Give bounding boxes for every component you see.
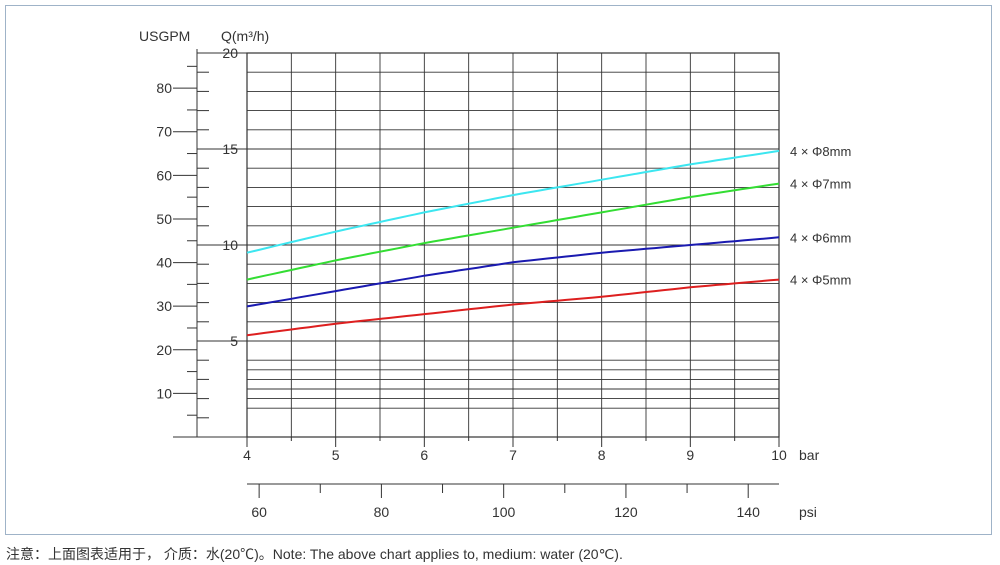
usgpm-tick-label: 80 xyxy=(156,80,172,96)
bar-tick-label: 4 xyxy=(243,447,251,463)
series-line xyxy=(246,236,780,308)
series-line xyxy=(246,278,780,337)
usgpm-tick-label: 50 xyxy=(156,211,172,227)
series-label: 4 × Φ7mm xyxy=(790,177,851,192)
psi-tick-label: 140 xyxy=(737,504,761,520)
psi-tick-label: 60 xyxy=(251,504,267,520)
series-line xyxy=(246,182,780,281)
bar-tick-label: 9 xyxy=(686,447,694,463)
usgpm-axis-title: USGPM xyxy=(139,28,190,44)
series-labels: 4 × Φ8mm 4 × Φ7mm 4 × Φ6mm 4 × Φ5mm xyxy=(790,144,851,288)
psi-tick-label: 100 xyxy=(492,504,516,520)
usgpm-tick-label: 40 xyxy=(156,255,172,271)
series-label: 4 × Φ6mm xyxy=(790,230,851,245)
usgpm-tick-label: 60 xyxy=(156,167,172,183)
q-axis-title: Q(m³/h) xyxy=(221,28,269,44)
bar-tick-label: 5 xyxy=(332,447,340,463)
q-tick-label: 20 xyxy=(222,45,238,61)
bar-axis-title: bar xyxy=(799,447,820,463)
usgpm-tick-label: 10 xyxy=(156,385,172,401)
plot-grid xyxy=(246,52,780,438)
bar-tick-label: 10 xyxy=(771,447,787,463)
footnote: 注意：上面图表适用于， 介质：水(20℃)。Note: The above ch… xyxy=(6,546,623,562)
q-tick-label: 15 xyxy=(222,141,238,157)
bar-tick-label: 7 xyxy=(509,447,517,463)
bar-tick-label: 8 xyxy=(598,447,606,463)
psi-tick-label: 120 xyxy=(614,504,638,520)
usgpm-tick-label: 30 xyxy=(156,298,172,314)
series-lines xyxy=(246,149,780,337)
series-label: 4 × Φ8mm xyxy=(790,144,851,159)
series-line xyxy=(246,149,780,254)
series-label: 4 × Φ5mm xyxy=(790,273,851,288)
q-tick-label: 5 xyxy=(230,333,238,349)
psi-tick-label: 80 xyxy=(374,504,390,520)
psi-axis-title: psi xyxy=(799,504,817,520)
bar-tick-label: 6 xyxy=(420,447,428,463)
x-axes: 4 5 6 7 8 9 10 bar 60 80 100 120 140 psi xyxy=(243,437,820,520)
q-tick-label: 10 xyxy=(222,237,238,253)
usgpm-tick-label: 70 xyxy=(156,124,172,140)
usgpm-tick-label: 20 xyxy=(156,342,172,358)
